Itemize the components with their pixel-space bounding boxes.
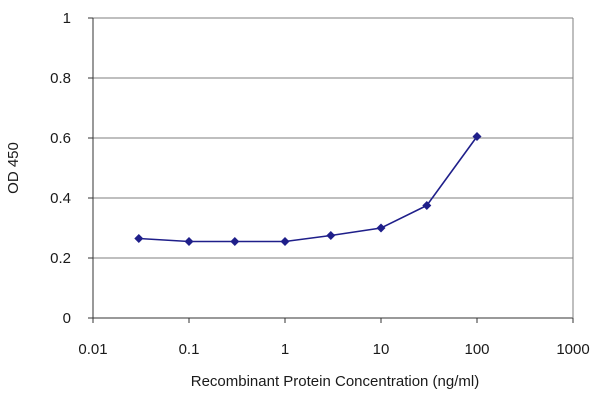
x-tick-label: 0.1 [179,341,200,358]
y-tick-label: 0.6 [50,130,71,147]
series-line [138,136,478,243]
data-point [280,237,290,246]
y-tick-label: 1 [63,10,71,27]
y-axis-label: OD 450 [5,142,22,194]
data-point [134,234,144,243]
x-axis-label: Recombinant Protein Concentration (ng/ml… [191,373,479,390]
axes [88,17,574,323]
x-tick-label: 1 [281,341,289,358]
data-point [184,237,194,246]
x-tick-label: 10 [373,341,390,358]
data-point [326,231,336,240]
x-tick-label: 0.01 [78,341,107,358]
tick-labels: 0 0.2 0.4 0.6 0.8 1 0.01 0.1 1 10 100 1000 [50,10,590,358]
y-tick-label: 0.8 [50,70,71,87]
gridlines [93,17,573,259]
x-tick-label: 1000 [556,341,589,358]
data-point [376,223,386,233]
y-tick-label: 0.2 [50,250,71,267]
x-tick-label: 100 [464,341,489,358]
y-tick-label: 0.4 [50,190,71,207]
data-point [230,237,240,246]
y-tick-label: 0 [63,310,71,327]
data-series [134,132,482,246]
data-point [422,201,432,210]
data-point [472,132,482,141]
